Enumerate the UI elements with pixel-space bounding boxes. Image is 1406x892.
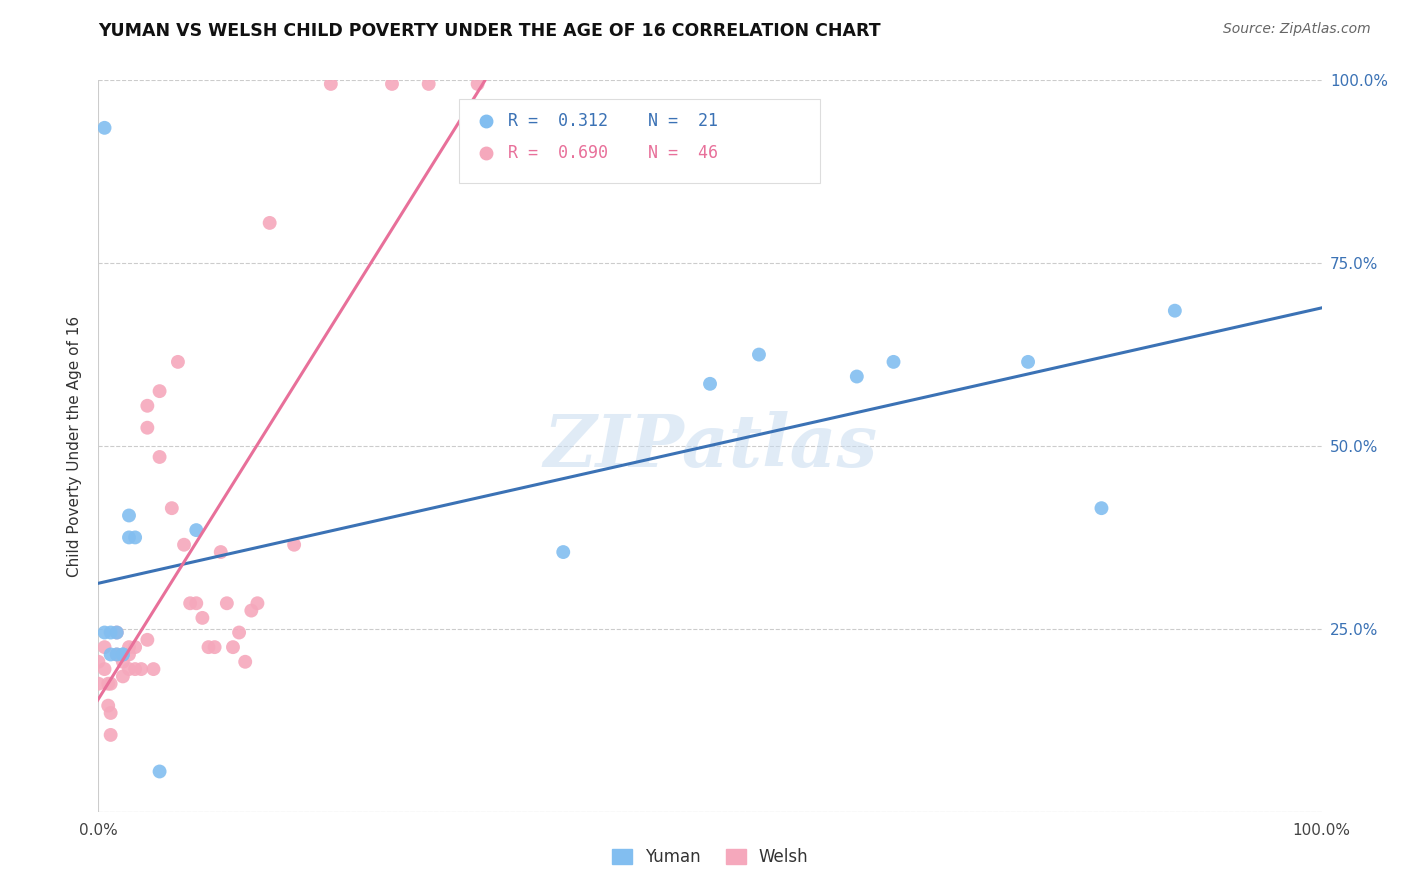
Text: R =  0.690    N =  46: R = 0.690 N = 46 [508, 145, 718, 162]
Point [124, 662, 146, 676]
Point [93, 662, 115, 676]
Point [160, 501, 183, 516]
Point [118, 530, 141, 544]
Point [186, 523, 208, 537]
Point [105, 625, 128, 640]
Point [222, 640, 245, 655]
Point [699, 376, 721, 391]
Point [553, 545, 575, 559]
Text: YUMAN VS WELSH CHILD POVERTY UNDER THE AGE OF 16 CORRELATION CHART: YUMAN VS WELSH CHILD POVERTY UNDER THE A… [98, 22, 882, 40]
Point [1017, 355, 1039, 369]
Point [100, 676, 122, 690]
Point [186, 596, 208, 610]
Point [87, 676, 110, 690]
Legend: Yuman, Welsh: Yuman, Welsh [605, 841, 815, 873]
Point [124, 530, 146, 544]
Point [124, 640, 146, 655]
Point [93, 640, 115, 655]
Text: R =  0.312    N =  21: R = 0.312 N = 21 [508, 112, 718, 129]
Point [87, 655, 110, 669]
Point [118, 662, 141, 676]
Point [233, 655, 256, 669]
Point [191, 611, 214, 625]
Point [467, 77, 489, 91]
Point [149, 384, 172, 399]
Point [142, 662, 165, 676]
Point [240, 603, 263, 617]
Point [100, 706, 122, 720]
Point [136, 399, 159, 413]
FancyBboxPatch shape [460, 99, 820, 183]
Point [105, 648, 128, 662]
Point [129, 662, 152, 676]
Point [381, 77, 404, 91]
Point [100, 648, 122, 662]
Point [149, 764, 172, 779]
Point [93, 120, 115, 135]
Point [149, 450, 172, 464]
Point [1090, 501, 1112, 516]
Point [118, 648, 141, 662]
Point [100, 728, 122, 742]
Point [105, 648, 128, 662]
Point [179, 596, 201, 610]
Point [111, 655, 134, 669]
Point [100, 625, 122, 640]
Point [136, 632, 159, 647]
Point [883, 355, 905, 369]
Point [259, 216, 281, 230]
Point [173, 538, 195, 552]
Y-axis label: Child Poverty Under the Age of 16: Child Poverty Under the Age of 16 [67, 316, 83, 576]
Point [845, 369, 868, 384]
Text: Source: ZipAtlas.com: Source: ZipAtlas.com [1223, 22, 1371, 37]
Point [167, 355, 190, 369]
Point [418, 77, 440, 91]
Point [111, 648, 134, 662]
Point [215, 596, 238, 610]
Point [97, 676, 120, 690]
Point [1164, 303, 1187, 318]
Point [93, 625, 115, 640]
Point [246, 596, 269, 610]
Point [118, 508, 141, 523]
Text: ZIPatlas: ZIPatlas [543, 410, 877, 482]
Point [319, 77, 342, 91]
Point [209, 545, 232, 559]
Point [197, 640, 219, 655]
Point [204, 640, 226, 655]
Point [97, 698, 120, 713]
Point [748, 348, 770, 362]
Point [105, 625, 128, 640]
Point [228, 625, 250, 640]
Point [111, 648, 134, 662]
Point [136, 421, 159, 435]
Point [111, 669, 134, 683]
Point [118, 640, 141, 655]
Point [283, 538, 305, 552]
